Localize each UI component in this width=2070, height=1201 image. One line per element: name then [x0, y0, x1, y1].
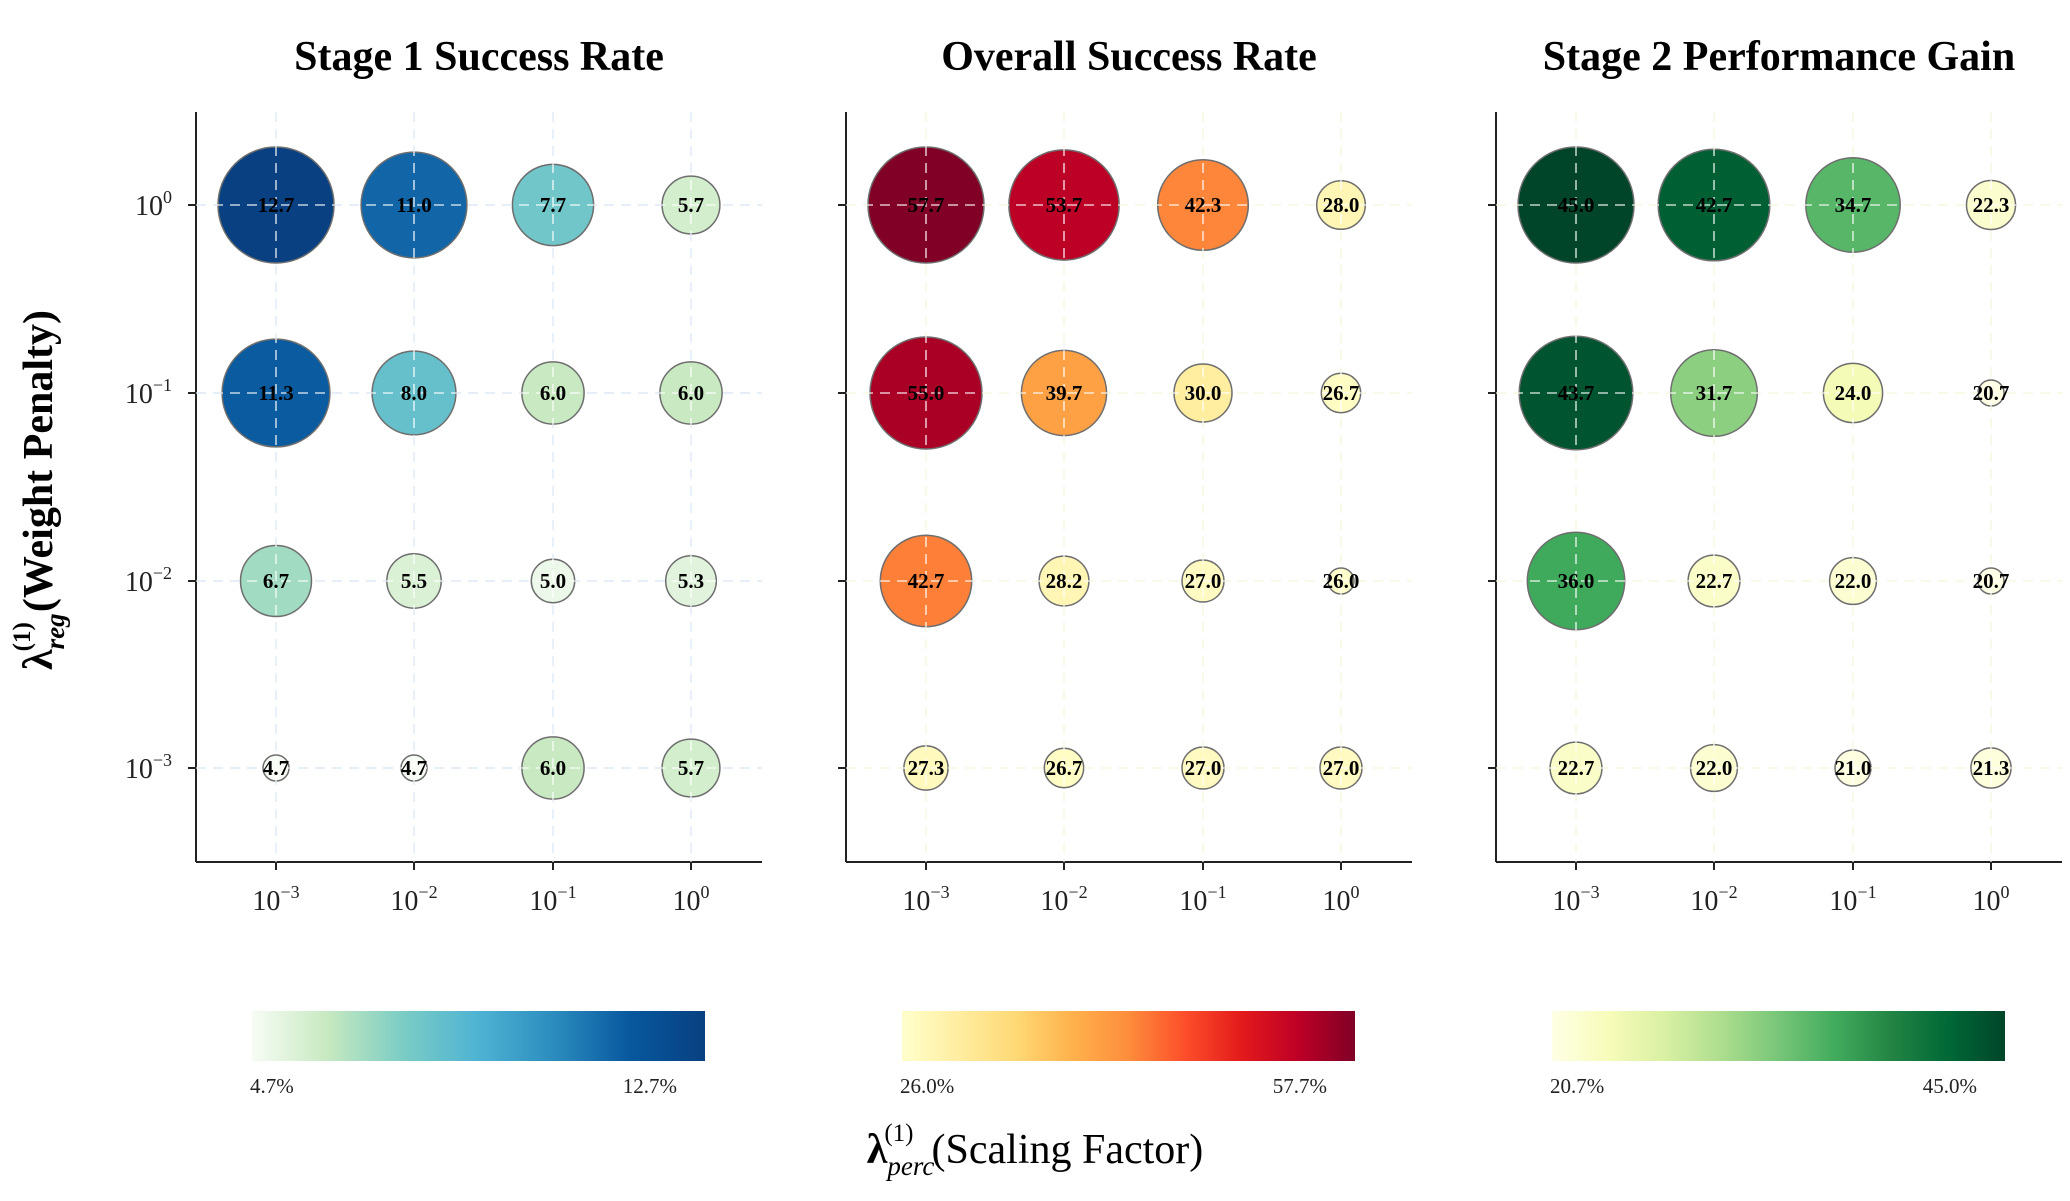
bubble-label: 39.7 [1046, 381, 1083, 405]
y-tick-label: 10−1 [125, 375, 172, 410]
bubble-label: 22.7 [1696, 569, 1733, 593]
bubble-label: 6.7 [263, 569, 289, 593]
bubble-label: 26.7 [1323, 381, 1360, 405]
bubble-label: 11.3 [258, 381, 294, 405]
bubble-label: 42.7 [1696, 193, 1733, 217]
y-axis-subscript: reg [40, 613, 70, 649]
panel-title: Overall Success Rate [941, 34, 1317, 80]
x-tick-label: 10−3 [902, 882, 949, 917]
bubble-label: 27.0 [1323, 756, 1360, 780]
bubble-label: 43.7 [1558, 381, 1595, 405]
x-axis-text: (Scaling Factor) [932, 1127, 1204, 1173]
bubble-label: 30.0 [1185, 381, 1222, 405]
x-tick-label: 100 [1323, 882, 1360, 917]
bubble-label: 42.7 [908, 569, 945, 593]
bubble-label: 5.7 [678, 756, 704, 780]
panel-title: Stage 1 Success Rate [294, 34, 664, 80]
x-tick-label: 100 [673, 882, 710, 917]
bubble-label: 4.7 [263, 756, 289, 780]
bubble-label: 6.0 [540, 381, 566, 405]
bubble-label: 20.7 [1973, 381, 2010, 405]
chart-panel-1: Stage 1 Success Rate 100 10−1 10−2 10−3 10−3 1… [125, 34, 762, 1098]
x-axis-subscript: perc [885, 1151, 934, 1181]
y-axis-symbol: λ [16, 649, 62, 670]
bubble-label: 57.7 [908, 193, 945, 217]
colorbar-min-label: 4.7% [250, 1074, 294, 1098]
bubble-label: 26.0 [1323, 569, 1360, 593]
colorbar [1552, 1011, 2005, 1061]
gridlines-overlay [1496, 112, 2062, 862]
bubble-label: 11.0 [396, 193, 432, 217]
bubble-label: 20.7 [1973, 569, 2010, 593]
bubble-label: 22.7 [1558, 756, 1595, 780]
x-tick-label: 10−1 [1829, 882, 1876, 917]
colorbar-min-label: 20.7% [1550, 1074, 1604, 1098]
gridlines-overlay [196, 112, 762, 862]
bubble-label: 5.5 [401, 569, 427, 593]
chart-panel-2: Overall Success Rate 10−3 10−2 10−1 100 57.7 5… [838, 34, 1412, 1098]
y-tick-label: 10−3 [125, 750, 172, 785]
bubble-label: 26.7 [1046, 756, 1083, 780]
x-axis-title: λperc (1) (Scaling Factor) [867, 1120, 1204, 1181]
bubble-label: 31.7 [1696, 381, 1733, 405]
gridlines-overlay [846, 112, 1412, 862]
colorbar [902, 1011, 1355, 1061]
bubble-label: 5.3 [678, 569, 704, 593]
bubble-label: 55.0 [908, 381, 945, 405]
x-tick-label: 10−3 [252, 882, 299, 917]
x-tick-label: 10−2 [390, 882, 437, 917]
colorbar-max-label: 12.7% [623, 1074, 677, 1098]
bubble-label: 6.0 [678, 381, 704, 405]
bubble-label: 27.0 [1185, 756, 1222, 780]
bubble-label: 45.0 [1558, 193, 1595, 217]
colorbar-max-label: 45.0% [1923, 1074, 1977, 1098]
bubble-label: 22.3 [1973, 193, 2010, 217]
bubble-label: 7.7 [540, 193, 566, 217]
x-tick-label: 100 [1973, 882, 2010, 917]
bubble-label: 4.7 [401, 756, 427, 780]
colorbar [252, 1011, 705, 1061]
panel-title: Stage 2 Performance Gain [1543, 34, 2015, 80]
y-axis-title: λreg(1) (Weight Penalty) [9, 310, 70, 670]
x-axis-symbol: λ [867, 1127, 888, 1173]
chart-panel-3: Stage 2 Performance Gain 10−3 10−2 10−1 100 4… [1488, 34, 2062, 1098]
colorbar-max-label: 57.7% [1273, 1074, 1327, 1098]
colorbar-min-label: 26.0% [900, 1074, 954, 1098]
x-tick-label: 10−2 [1040, 882, 1087, 917]
bubble-label: 42.3 [1185, 193, 1222, 217]
bubble-label: 24.0 [1835, 381, 1872, 405]
y-axis-superscript: (1) [9, 622, 36, 651]
svg-text:λperc(1)(Scaling Factor): λperc (1) (Scaling Factor) [867, 1120, 1204, 1181]
y-axis-text: (Weight Penalty) [16, 310, 62, 612]
bubble-label: 5.7 [678, 193, 704, 217]
bubble-label: 6.0 [540, 756, 566, 780]
x-tick-label: 10−1 [1179, 882, 1226, 917]
y-tick-label: 10−2 [125, 563, 172, 598]
bubble-label: 27.3 [908, 756, 945, 780]
bubble-label: 28.2 [1046, 569, 1083, 593]
bubble-label: 12.7 [258, 193, 295, 217]
x-axis-superscript: (1) [884, 1120, 913, 1147]
bubble-label: 27.0 [1185, 569, 1222, 593]
bubble-label: 22.0 [1835, 569, 1872, 593]
bubble-label: 22.0 [1696, 756, 1733, 780]
y-tick-label: 100 [135, 187, 172, 222]
panels: Stage 1 Success Rate 100 10−1 10−2 10−3 10−3 1… [125, 34, 2062, 1098]
bubble-label: 34.7 [1835, 193, 1872, 217]
x-tick-label: 10−1 [529, 882, 576, 917]
bubble-label: 5.0 [540, 569, 566, 593]
bubble-label: 53.7 [1046, 193, 1083, 217]
x-tick-label: 10−3 [1552, 882, 1599, 917]
bubble-label: 8.0 [401, 381, 427, 405]
bubble-label: 21.3 [1973, 756, 2010, 780]
bubble-label: 28.0 [1323, 193, 1360, 217]
x-tick-label: 10−2 [1690, 882, 1737, 917]
bubble-label: 36.0 [1558, 569, 1595, 593]
svg-text:λreg(1)(Weight Penalty): λreg(1) (Weight Penalty) [9, 310, 70, 670]
bubble-label: 21.0 [1835, 756, 1872, 780]
